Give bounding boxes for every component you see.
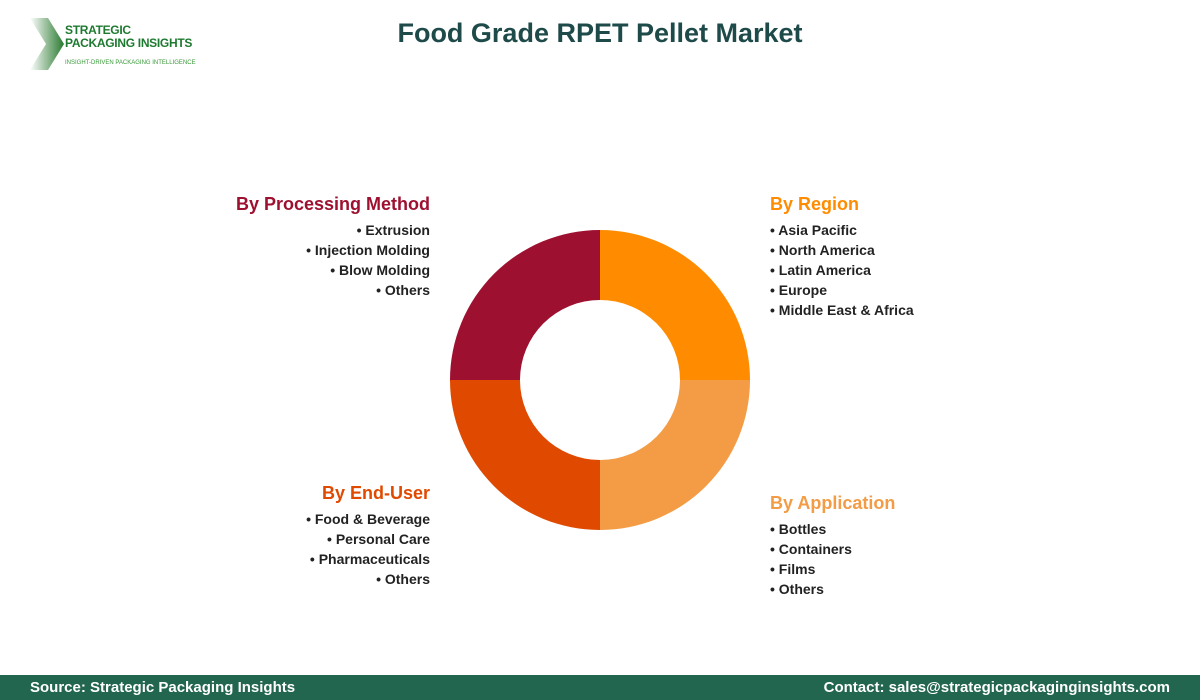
source-text: Source: Strategic Packaging Insights	[30, 679, 296, 696]
segment-end-user-list: By End-User • Food & Beverage • Personal…	[306, 483, 430, 587]
list-item: Personal Care	[335, 531, 430, 547]
segment-region	[600, 230, 750, 380]
list-item: Bottles	[778, 521, 827, 537]
list-item: Food & Beverage	[314, 511, 430, 527]
list-item: Asia Pacific	[778, 222, 857, 238]
list-item: Middle East & Africa	[778, 302, 914, 318]
list-item: Containers	[778, 541, 852, 557]
list-item: Blow Molding	[339, 262, 430, 278]
list-item: Injection Molding	[314, 242, 430, 258]
logo: STRATEGIC PACKAGING INSIGHTS INSIGHT-DRIV…	[30, 18, 210, 73]
segment-title: By End-User	[321, 483, 430, 503]
segment-region-list: By Region • Asia Pacific • North America…	[770, 194, 914, 318]
page-title: Food Grade RPET Pellet Market	[397, 18, 803, 48]
logo-line2: PACKAGING INSIGHTS	[65, 36, 193, 50]
segment-title: By Processing Method	[235, 194, 430, 214]
list-item: North America	[778, 242, 875, 258]
chevron-logo-icon	[30, 18, 64, 70]
list-item: Extrusion	[365, 222, 430, 238]
list-item: Europe	[778, 282, 828, 298]
list-item: Films	[778, 561, 816, 577]
segment-end-user	[450, 380, 600, 530]
segment-title: By Application	[770, 493, 896, 513]
list-item: Latin America	[778, 262, 871, 278]
segment-processing-method	[450, 230, 600, 380]
list-item: Others	[778, 581, 824, 597]
segment-application	[600, 380, 750, 530]
segment-application-list: By Application • Bottles • Containers • …	[770, 493, 896, 597]
footer: Source: Strategic Packaging Insights Con…	[0, 675, 1200, 700]
list-item: Others	[384, 571, 430, 587]
logo-tagline: INSIGHT-DRIVEN PACKAGING INTELLIGENCE	[65, 60, 196, 66]
segment-processing-method-list: By Processing Method • Extrusion • Injec…	[235, 194, 430, 298]
logo-line1: STRATEGIC	[65, 23, 131, 37]
contact-text: Contact: sales@strategicpackaginginsight…	[823, 679, 1170, 696]
list-item: Pharmaceuticals	[318, 551, 430, 567]
segment-title: By Region	[770, 194, 860, 214]
list-item: Others	[384, 282, 430, 298]
